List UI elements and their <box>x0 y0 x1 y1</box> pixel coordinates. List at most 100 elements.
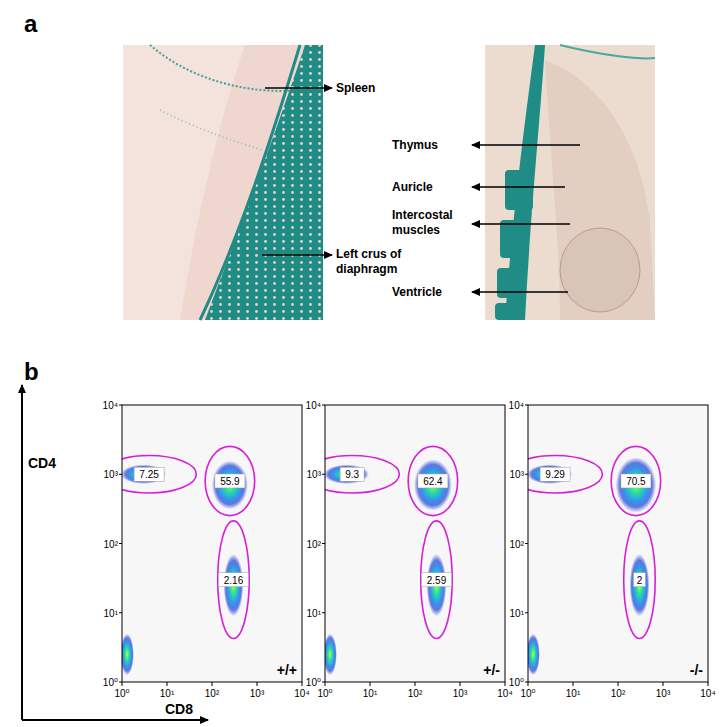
gate-label-box <box>621 474 651 488</box>
cell-population <box>325 465 369 484</box>
y-tick-label: 10⁴ <box>306 400 321 411</box>
gate <box>624 521 656 639</box>
y-tick-label: 10⁴ <box>509 400 524 411</box>
gate <box>408 446 458 515</box>
gate <box>325 456 399 493</box>
cell-population <box>528 634 540 676</box>
plot-data <box>528 446 661 675</box>
gate-percentage: 2.16 <box>224 575 244 586</box>
x-tick <box>370 682 371 686</box>
gate-percentage: 7.25 <box>139 469 159 480</box>
canvas: ab7.2555.92.1610⁰10¹10²10³10⁴10⁰10¹10²10… <box>0 0 726 727</box>
y-tick <box>525 474 528 475</box>
anatomy-label: Spleen <box>336 81 446 96</box>
y-tick-label: 10⁰ <box>103 677 118 688</box>
gate <box>218 521 250 639</box>
anatomy-label: Ventricle <box>392 285 468 300</box>
histology-image-left <box>123 45 323 320</box>
x-tick <box>302 682 303 686</box>
x-tick <box>528 682 529 686</box>
y-tick <box>322 682 325 683</box>
x-tick <box>167 682 168 686</box>
x-tick <box>415 682 416 686</box>
flow-plot: 9.2970.5210⁰10¹10²10³10⁴10⁰10¹10²10³10⁴-… <box>508 400 716 699</box>
intercostal-muscle <box>495 303 519 320</box>
y-tick <box>322 474 325 475</box>
x-tick-label: 10⁰ <box>317 688 332 699</box>
cell-population <box>224 554 244 616</box>
gate-percentage: 55.9 <box>220 476 240 487</box>
plot-frame <box>122 405 302 682</box>
spleen-outline <box>160 110 262 150</box>
diaphragm-tissue <box>205 45 323 320</box>
plot-frame <box>325 405 505 682</box>
x-tick <box>257 682 258 686</box>
genotype-label: -/- <box>690 662 704 678</box>
x-tick-label: 10³ <box>250 688 265 699</box>
x-tick <box>325 682 326 686</box>
x-tick-label: 10⁴ <box>497 688 512 699</box>
x-tick <box>212 682 213 686</box>
gate <box>528 456 602 493</box>
y-tick-label: 10¹ <box>104 608 119 619</box>
panel-a <box>123 45 655 320</box>
gate <box>611 446 661 515</box>
diaphragm-edge <box>200 45 300 320</box>
gate-percentage: 2.59 <box>427 575 447 586</box>
flow-plot: 7.2555.92.1610⁰10¹10²10³10⁴10⁰10¹10²10³1… <box>102 400 310 699</box>
x-tick-label: 10¹ <box>566 688 581 699</box>
x-tick-label: 10² <box>205 688 220 699</box>
y-tick <box>525 405 528 406</box>
axis-arrow <box>22 719 208 721</box>
gate-percentage: 70.5 <box>626 476 646 487</box>
y-tick <box>322 543 325 544</box>
anatomy-label: Auricle <box>392 180 468 195</box>
gate-label-box <box>633 573 645 587</box>
cell-population <box>414 459 452 510</box>
gate-label-box <box>215 474 245 488</box>
x-tick <box>505 682 506 686</box>
label-arrow <box>265 87 332 88</box>
gate-label-box <box>540 467 570 481</box>
histology-image-right <box>485 45 655 320</box>
y-tick-label: 10² <box>104 539 119 550</box>
panel-letter: a <box>24 10 38 37</box>
y-tick-label: 10¹ <box>307 608 322 619</box>
y-tick <box>119 474 122 475</box>
cell-population <box>122 465 166 484</box>
y-tick <box>322 405 325 406</box>
gate-percentage: 2 <box>637 575 643 586</box>
y-tick <box>525 682 528 683</box>
gate-percentage: 9.29 <box>545 469 565 480</box>
x-tick <box>122 682 123 686</box>
y-tick-label: 10⁰ <box>509 677 524 688</box>
plot-area <box>325 405 505 682</box>
x-tick-label: 10⁰ <box>520 688 535 699</box>
tissue-outline <box>560 45 655 58</box>
intercostal-muscle <box>505 170 533 210</box>
plot-data <box>122 446 255 675</box>
y-tick <box>119 405 122 406</box>
flow-plot: 9.362.42.5910⁰10¹10²10³10⁴10⁰10¹10²10³10… <box>305 400 513 699</box>
x-tick-label: 10³ <box>656 688 671 699</box>
gate-percentage: 9.3 <box>345 469 359 480</box>
cell-population <box>528 465 572 484</box>
genotype-label: +/+ <box>277 662 297 678</box>
label-arrow <box>262 254 332 255</box>
y-tick-label: 10⁴ <box>103 400 118 411</box>
gate <box>205 446 255 515</box>
y-tick <box>119 612 122 613</box>
x-tick <box>460 682 461 686</box>
y-tick <box>119 682 122 683</box>
y-axis-label: CD4 <box>28 455 56 471</box>
y-tick <box>322 612 325 613</box>
x-tick-label: 10⁴ <box>294 688 309 699</box>
x-tick-label: 10¹ <box>363 688 378 699</box>
cell-population <box>212 461 248 509</box>
x-tick <box>573 682 574 686</box>
intercostal-muscle <box>500 220 528 258</box>
x-tick-label: 10⁰ <box>114 688 129 699</box>
tissue-region <box>545 60 655 320</box>
figure: ab7.2555.92.1610⁰10¹10²10³10⁴10⁰10¹10²10… <box>0 0 726 727</box>
plot-frame <box>528 405 708 682</box>
